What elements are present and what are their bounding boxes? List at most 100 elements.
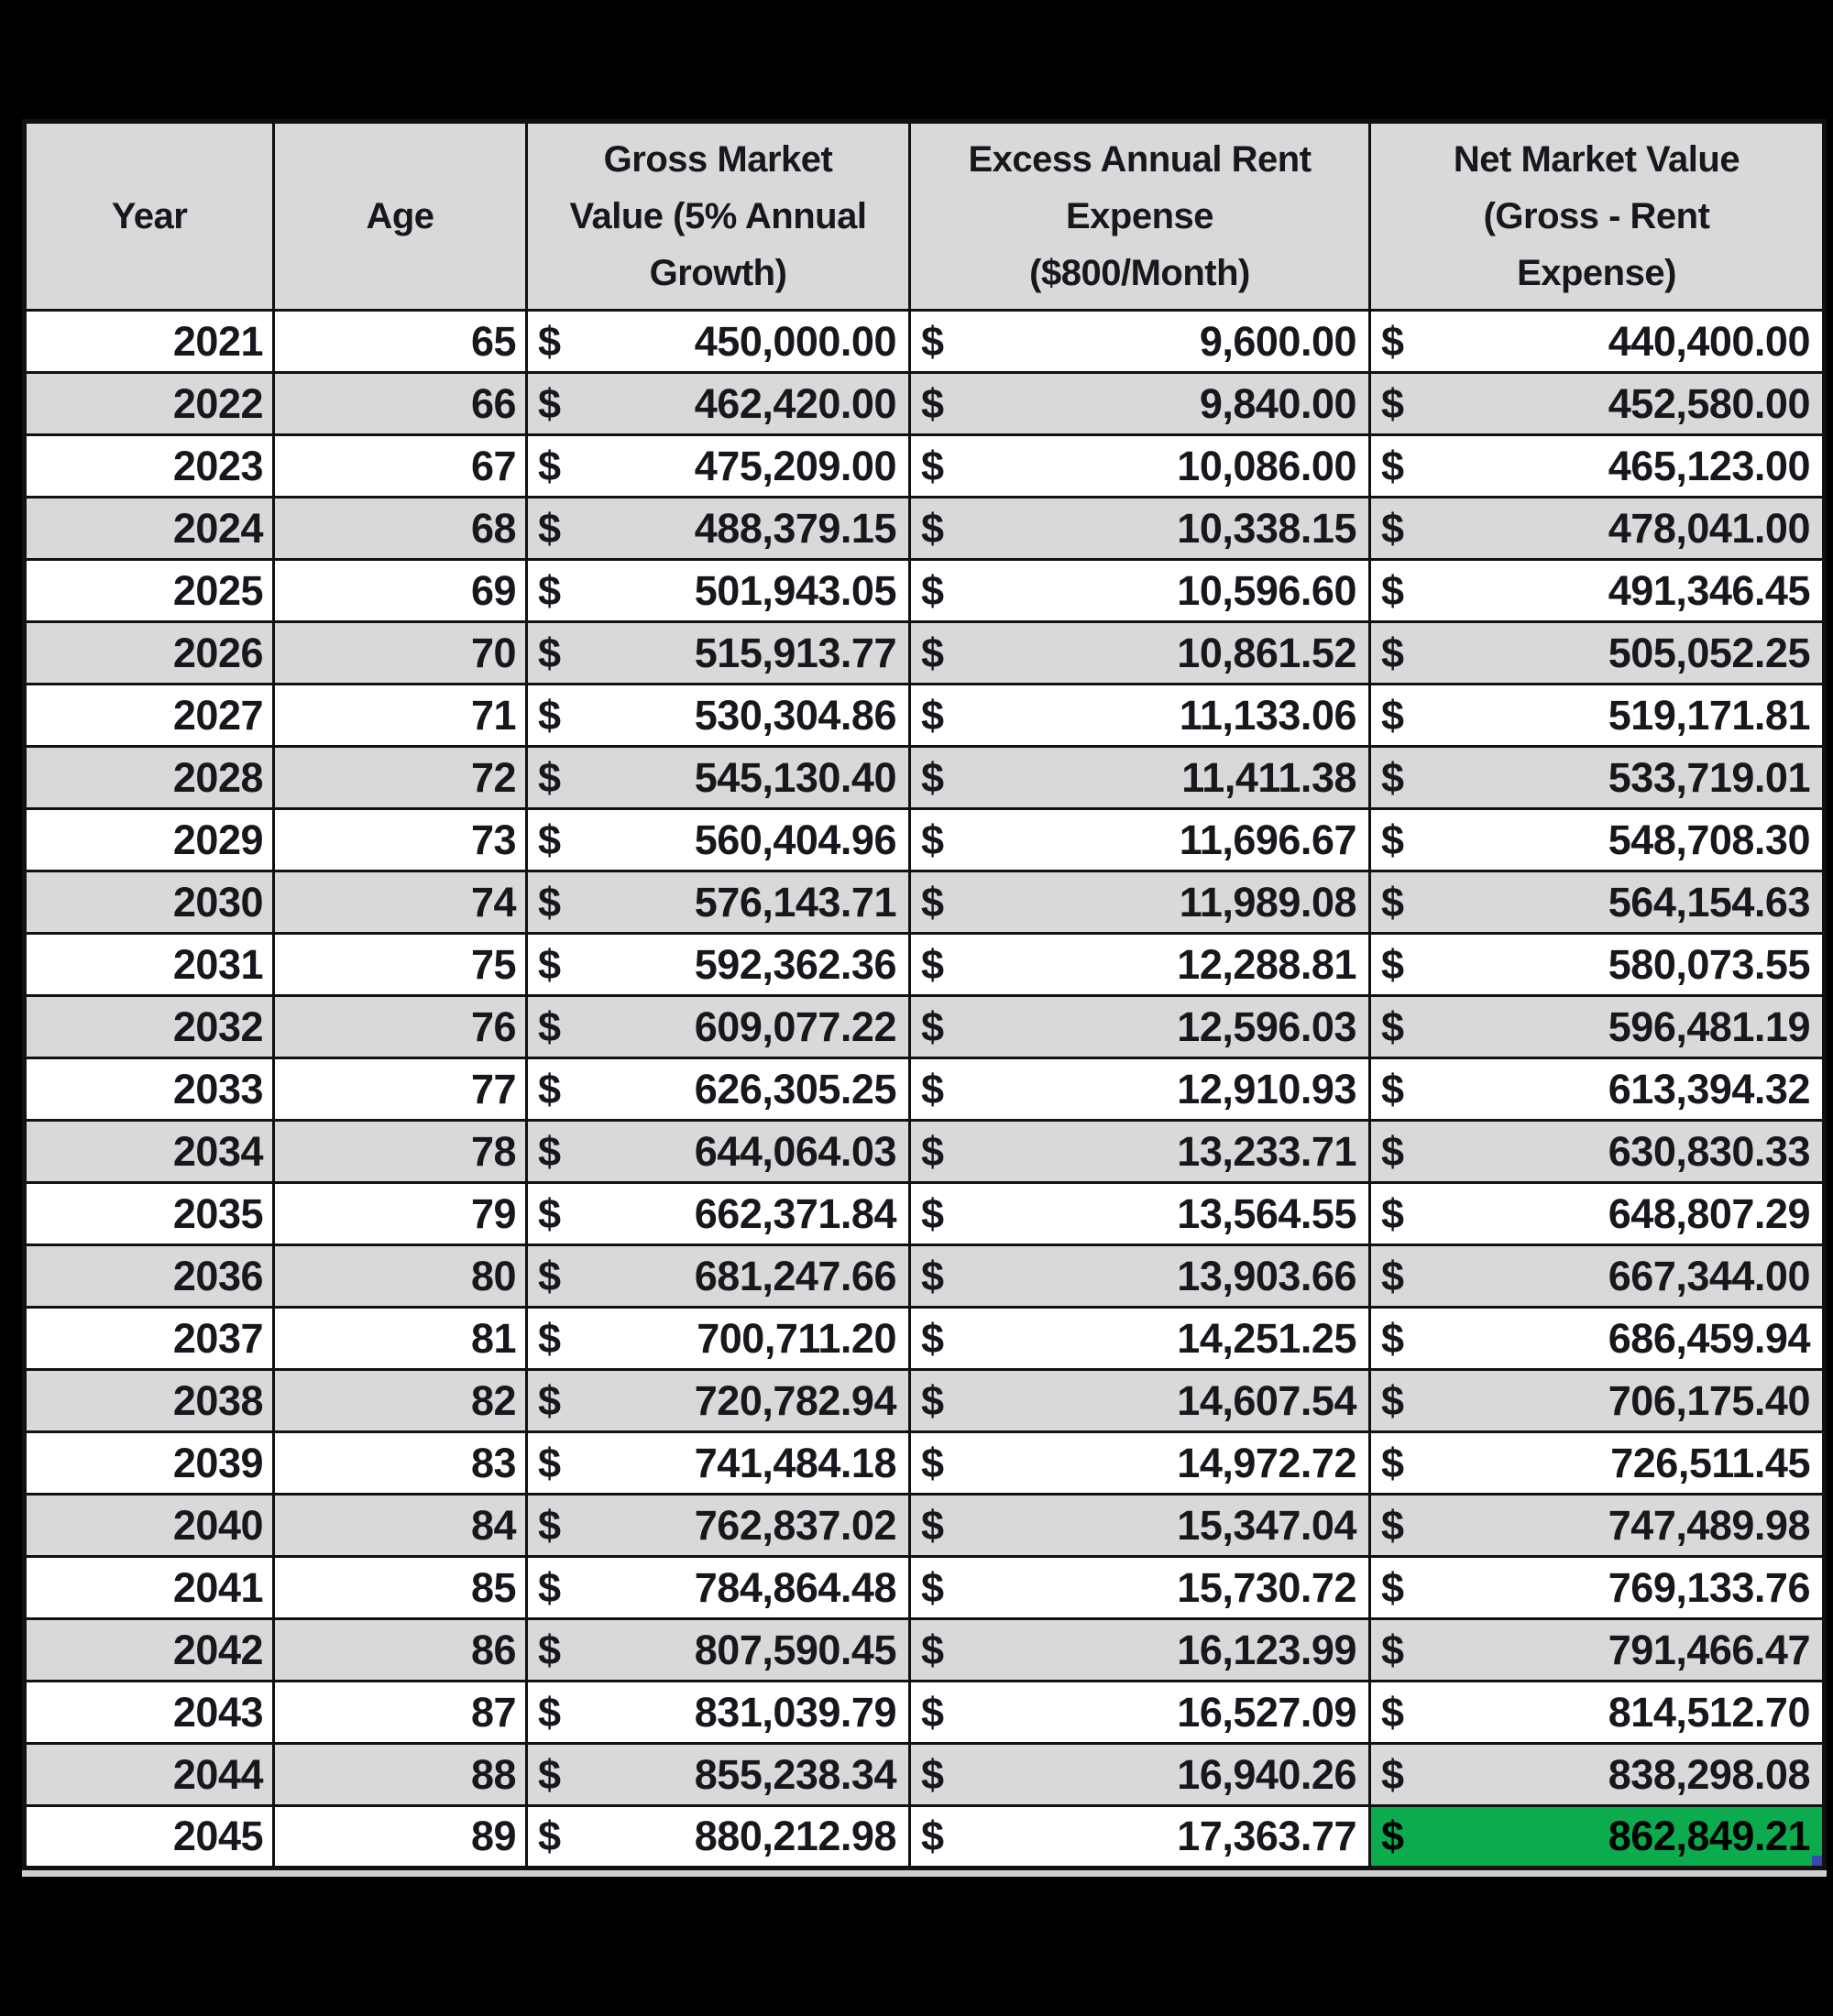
rent-expense-cell[interactable]: $ 11,696.67: [908, 807, 1371, 872]
net-value-cell[interactable]: $ 440,400.00: [1368, 309, 1826, 374]
gross-value-cell[interactable]: $ 450,000.00: [525, 309, 911, 374]
gross-value-cell[interactable]: $ 488,379.15: [525, 496, 911, 561]
gross-value-cell[interactable]: $ 762,837.02: [525, 1493, 911, 1558]
header-excess-annual-rent-expense[interactable]: Excess Annual Rent Expense ($800/Month): [908, 120, 1371, 312]
age-cell[interactable]: 65: [272, 309, 528, 374]
year-cell[interactable]: 2036: [23, 1244, 275, 1309]
net-value-cell[interactable]: $ 505,052.25: [1368, 620, 1826, 685]
age-cell[interactable]: 66: [272, 371, 528, 436]
net-value-cell[interactable]: $ 791,466.47: [1368, 1617, 1826, 1682]
header-year[interactable]: Year: [23, 120, 275, 312]
net-value-cell[interactable]: $ 564,154.63: [1368, 870, 1826, 935]
year-cell[interactable]: 2037: [23, 1306, 275, 1371]
rent-expense-cell[interactable]: $ 17,363.77: [908, 1804, 1371, 1869]
net-value-cell[interactable]: $ 726,511.45: [1368, 1430, 1826, 1496]
year-cell[interactable]: 2039: [23, 1430, 275, 1496]
gross-value-cell[interactable]: $ 720,782.94: [525, 1368, 911, 1433]
age-cell[interactable]: 73: [272, 807, 528, 872]
age-cell[interactable]: 81: [272, 1306, 528, 1371]
gross-value-cell[interactable]: $ 626,305.25: [525, 1057, 911, 1122]
rent-expense-cell[interactable]: $ 11,133.06: [908, 683, 1371, 748]
net-value-cell[interactable]: $ 548,708.30: [1368, 807, 1826, 872]
year-cell[interactable]: 2043: [23, 1680, 275, 1745]
rent-expense-cell[interactable]: $ 16,527.09: [908, 1680, 1371, 1745]
year-cell[interactable]: 2032: [23, 994, 275, 1059]
rent-expense-cell[interactable]: $ 10,861.52: [908, 620, 1371, 685]
header-gross-market-value[interactable]: Gross Market Value (5% Annual Growth): [525, 120, 911, 312]
rent-expense-cell[interactable]: $ 14,607.54: [908, 1368, 1371, 1433]
header-net-market-value[interactable]: Net Market Value (Gross - Rent Expense): [1368, 120, 1826, 312]
gross-value-cell[interactable]: $ 609,077.22: [525, 994, 911, 1059]
gross-value-cell[interactable]: $ 681,247.66: [525, 1244, 911, 1309]
year-cell[interactable]: 2022: [23, 371, 275, 436]
gross-value-cell[interactable]: $ 545,130.40: [525, 745, 911, 810]
gross-value-cell[interactable]: $ 592,362.36: [525, 932, 911, 997]
net-value-cell[interactable]: $ 686,459.94: [1368, 1306, 1826, 1371]
age-cell[interactable]: 80: [272, 1244, 528, 1309]
net-value-cell[interactable]: $ 769,133.76: [1368, 1555, 1826, 1620]
gross-value-cell[interactable]: $ 741,484.18: [525, 1430, 911, 1496]
rent-expense-cell[interactable]: $ 15,347.04: [908, 1493, 1371, 1558]
net-value-cell[interactable]: $ 533,719.01: [1368, 745, 1826, 810]
age-cell[interactable]: 74: [272, 870, 528, 935]
gross-value-cell[interactable]: $ 662,371.84: [525, 1181, 911, 1246]
gross-value-cell[interactable]: $ 501,943.05: [525, 558, 911, 623]
net-value-cell[interactable]: $ 838,298.08: [1368, 1742, 1826, 1807]
age-cell[interactable]: 75: [272, 932, 528, 997]
net-value-cell[interactable]: $ 580,073.55: [1368, 932, 1826, 997]
gross-value-cell[interactable]: $ 475,209.00: [525, 433, 911, 499]
net-value-cell[interactable]: $ 613,394.32: [1368, 1057, 1826, 1122]
header-age[interactable]: Age: [272, 120, 528, 312]
net-value-cell[interactable]: $ 706,175.40: [1368, 1368, 1826, 1433]
net-value-cell[interactable]: $ 452,580.00: [1368, 371, 1826, 436]
year-cell[interactable]: 2024: [23, 496, 275, 561]
year-cell[interactable]: 2035: [23, 1181, 275, 1246]
gross-value-cell[interactable]: $ 700,711.20: [525, 1306, 911, 1371]
gross-value-cell[interactable]: $ 576,143.71: [525, 870, 911, 935]
rent-expense-cell[interactable]: $ 14,972.72: [908, 1430, 1371, 1496]
net-value-cell[interactable]: $ 596,481.19: [1368, 994, 1826, 1059]
year-cell[interactable]: 2044: [23, 1742, 275, 1807]
fill-handle[interactable]: [1812, 1856, 1822, 1866]
rent-expense-cell[interactable]: $ 12,596.03: [908, 994, 1371, 1059]
age-cell[interactable]: 88: [272, 1742, 528, 1807]
year-cell[interactable]: 2023: [23, 433, 275, 499]
age-cell[interactable]: 68: [272, 496, 528, 561]
net-value-cell[interactable]: $ 814,512.70: [1368, 1680, 1826, 1745]
year-cell[interactable]: 2029: [23, 807, 275, 872]
gross-value-cell[interactable]: $ 880,212.98: [525, 1804, 911, 1869]
net-value-cell[interactable]: $ 519,171.81: [1368, 683, 1826, 748]
rent-expense-cell[interactable]: $ 9,840.00: [908, 371, 1371, 436]
age-cell[interactable]: 89: [272, 1804, 528, 1869]
gross-value-cell[interactable]: $ 462,420.00: [525, 371, 911, 436]
age-cell[interactable]: 76: [272, 994, 528, 1059]
net-value-cell[interactable]: $ 747,489.98: [1368, 1493, 1826, 1558]
age-cell[interactable]: 72: [272, 745, 528, 810]
net-value-cell[interactable]: $ 667,344.00: [1368, 1244, 1826, 1309]
year-cell[interactable]: 2028: [23, 745, 275, 810]
net-value-cell[interactable]: $ 465,123.00: [1368, 433, 1826, 499]
rent-expense-cell[interactable]: $ 10,596.60: [908, 558, 1371, 623]
rent-expense-cell[interactable]: $ 13,233.71: [908, 1119, 1371, 1184]
year-cell[interactable]: 2026: [23, 620, 275, 685]
age-cell[interactable]: 71: [272, 683, 528, 748]
net-value-cell[interactable]: $ 648,807.29: [1368, 1181, 1826, 1246]
rent-expense-cell[interactable]: $ 12,288.81: [908, 932, 1371, 997]
rent-expense-cell[interactable]: $ 14,251.25: [908, 1306, 1371, 1371]
net-value-cell[interactable]: $ 478,041.00: [1368, 496, 1826, 561]
year-cell[interactable]: 2038: [23, 1368, 275, 1433]
age-cell[interactable]: 77: [272, 1057, 528, 1122]
rent-expense-cell[interactable]: $ 10,086.00: [908, 433, 1371, 499]
year-cell[interactable]: 2042: [23, 1617, 275, 1682]
rent-expense-cell[interactable]: $ 13,903.66: [908, 1244, 1371, 1309]
year-cell[interactable]: 2045: [23, 1804, 275, 1869]
rent-expense-cell[interactable]: $ 16,940.26: [908, 1742, 1371, 1807]
gross-value-cell[interactable]: $ 530,304.86: [525, 683, 911, 748]
gross-value-cell[interactable]: $ 644,064.03: [525, 1119, 911, 1184]
year-cell[interactable]: 2040: [23, 1493, 275, 1558]
year-cell[interactable]: 2021: [23, 309, 275, 374]
rent-expense-cell[interactable]: $ 13,564.55: [908, 1181, 1371, 1246]
year-cell[interactable]: 2025: [23, 558, 275, 623]
net-value-cell[interactable]: $ 630,830.33: [1368, 1119, 1826, 1184]
gross-value-cell[interactable]: $ 807,590.45: [525, 1617, 911, 1682]
